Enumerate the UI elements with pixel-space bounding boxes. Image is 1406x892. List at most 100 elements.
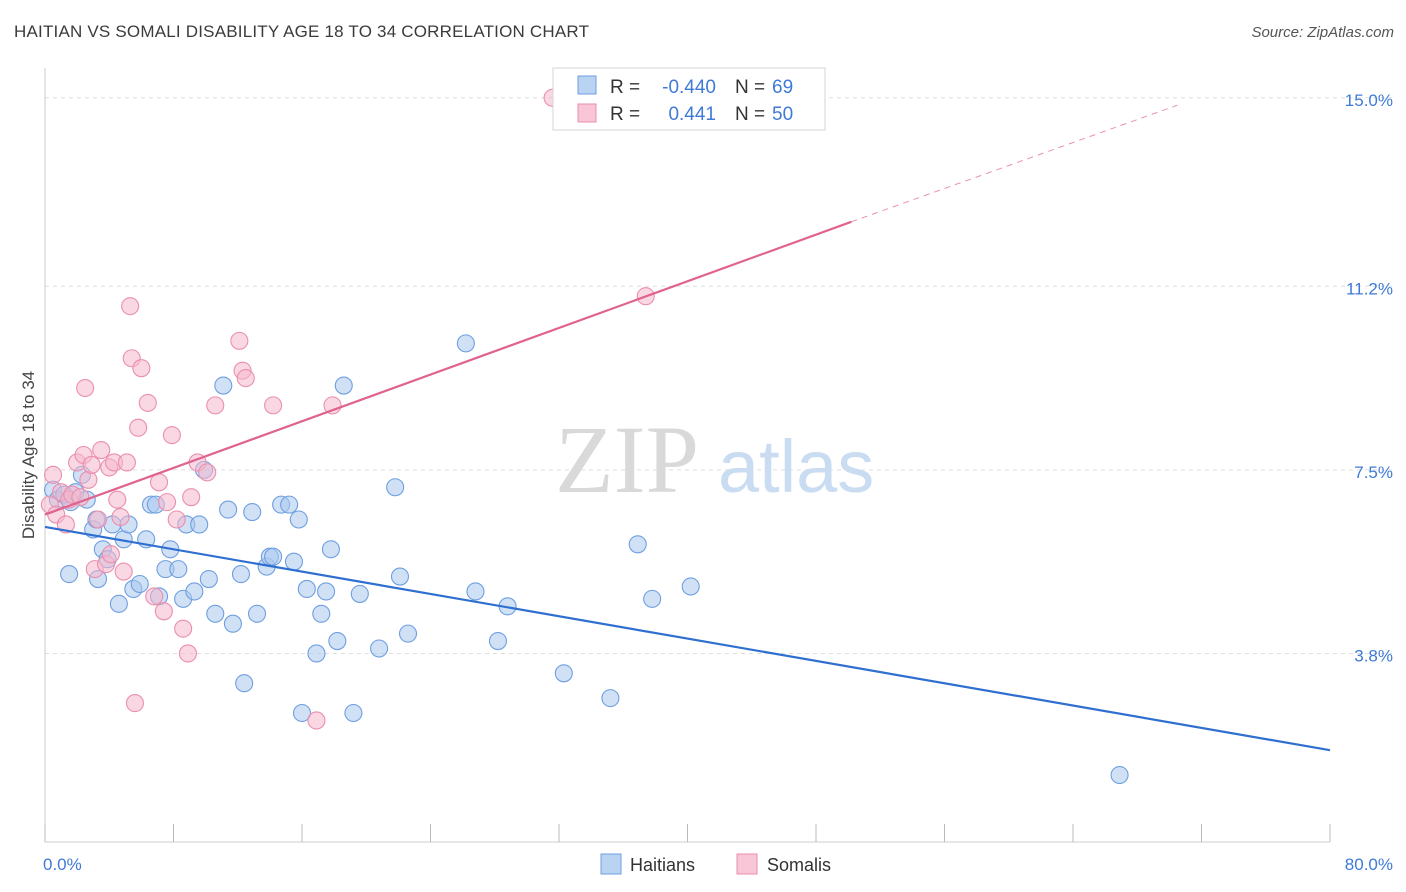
- point-somalis-34: [162, 426, 181, 445]
- point-somalis-10: [76, 378, 95, 398]
- legend-r-value-1: -0.440: [662, 77, 716, 98]
- point-haitians-48: [297, 579, 316, 599]
- point-somalis-29: [138, 393, 157, 412]
- point-haitians-18: [130, 574, 149, 594]
- point-haitians-33: [214, 376, 233, 395]
- grid-lines: [45, 97, 1392, 654]
- bottom-legend: Haitians Somalis: [600, 853, 831, 875]
- point-haitians-47: [292, 703, 312, 723]
- point-haitians-45: [284, 552, 304, 571]
- point-somalis-36: [174, 619, 193, 638]
- legend-swatch-haitians: [577, 75, 597, 95]
- point-somalis-37: [178, 644, 198, 663]
- point-haitians-34: [219, 500, 238, 519]
- point-haitians-49: [307, 644, 326, 663]
- watermark-zip: ZIP: [555, 406, 699, 513]
- x-tick-label-0: 0.0%: [43, 855, 82, 874]
- legend-r-label-1: R =: [610, 77, 640, 98]
- point-haitians-65: [554, 664, 573, 683]
- point-somalis-18: [101, 545, 120, 564]
- point-somalis-12: [82, 455, 101, 474]
- point-haitians-60: [398, 624, 418, 643]
- point-somalis-45: [264, 396, 283, 415]
- point-haitians-5: [60, 565, 79, 584]
- point-haitians-46: [289, 510, 308, 529]
- point-haitians-66: [601, 689, 620, 708]
- bottom-legend-swatch-somalis: [736, 853, 758, 875]
- point-haitians-69: [681, 577, 700, 596]
- y-tick-label-3: 15.0%: [1345, 91, 1393, 110]
- legend-n-label-2: N =: [735, 104, 765, 125]
- point-haitians-51: [317, 582, 336, 601]
- point-haitians-52: [321, 540, 340, 559]
- point-somalis-23: [117, 453, 136, 472]
- trend-line-somalis-extension: [851, 104, 1178, 223]
- point-somalis-38: [182, 488, 201, 507]
- watermark-atlas: atlas: [718, 425, 874, 508]
- point-haitians-14: [109, 594, 128, 613]
- point-somalis-15: [92, 440, 111, 460]
- point-somalis-21: [111, 507, 130, 527]
- x-tick-labels: 0.0% 80.0%: [43, 855, 1393, 874]
- point-haitians-68: [643, 589, 662, 608]
- point-somalis-40: [198, 463, 217, 482]
- point-haitians-63: [488, 632, 508, 651]
- point-haitians-31: [199, 569, 218, 589]
- trend-line-haitians: [44, 525, 1331, 752]
- point-haitians-29: [190, 515, 209, 534]
- point-somalis-26: [125, 694, 144, 713]
- point-haitians-35: [223, 614, 242, 633]
- point-haitians-42: [264, 547, 283, 566]
- y-tick-labels: 3.8% 7.5% 11.2% 15.0%: [1345, 91, 1393, 666]
- point-haitians-50: [312, 604, 331, 623]
- x-tick-label-1: 80.0%: [1345, 855, 1393, 874]
- point-somalis-8: [71, 488, 90, 507]
- point-haitians-53: [328, 632, 347, 651]
- legend-n-label-1: N =: [735, 77, 765, 98]
- point-haitians-32: [206, 604, 225, 623]
- legend-n-value-2: 50: [772, 104, 793, 125]
- point-somalis-41: [206, 396, 225, 415]
- point-somalis-44: [236, 369, 255, 388]
- point-somalis-22: [114, 562, 133, 581]
- point-somalis-14: [88, 510, 108, 529]
- source-label: Source: ZipAtlas.com: [1251, 24, 1394, 41]
- point-haitians-57: [370, 639, 389, 658]
- point-somalis-24: [121, 297, 140, 316]
- bottom-legend-label-haitians: Haitians: [630, 855, 695, 875]
- point-haitians-28: [185, 582, 204, 601]
- series-haitians-points: [43, 334, 1129, 785]
- point-haitians-37: [235, 674, 254, 693]
- point-somalis-33: [158, 493, 177, 512]
- legend-swatch-somalis: [577, 103, 597, 123]
- point-somalis-1: [43, 465, 63, 484]
- point-haitians-54: [334, 376, 353, 395]
- trend-lines: [44, 104, 1331, 752]
- point-somalis-30: [145, 587, 164, 606]
- point-haitians-62: [466, 582, 485, 601]
- point-haitians-44: [280, 495, 299, 514]
- point-haitians-55: [344, 703, 363, 723]
- point-haitians-25: [169, 560, 188, 579]
- chart-title: HAITIAN VS SOMALI DISABILITY AGE 18 TO 3…: [14, 22, 590, 41]
- point-haitians-39: [247, 604, 267, 623]
- point-haitians-67: [628, 535, 647, 554]
- trend-line-somalis: [44, 220, 852, 516]
- axes: [44, 68, 1331, 843]
- legend: R = -0.440 N = 69 R = 0.441 N = 50: [552, 67, 826, 131]
- point-somalis-32: [154, 602, 173, 621]
- point-somalis-20: [108, 490, 127, 509]
- point-haitians-61: [456, 334, 475, 353]
- point-somalis-4: [56, 515, 75, 534]
- point-haitians-56: [350, 584, 369, 603]
- series-somalis-points: [40, 88, 655, 730]
- legend-r-value-2: 0.441: [668, 104, 716, 125]
- point-haitians-70: [1110, 765, 1129, 785]
- point-haitians-36: [231, 565, 251, 584]
- point-haitians-59: [390, 567, 410, 586]
- point-somalis-46: [307, 711, 326, 730]
- legend-box: [552, 67, 826, 131]
- point-haitians-58: [386, 478, 405, 497]
- y-tick-label-2: 11.2%: [1346, 279, 1393, 298]
